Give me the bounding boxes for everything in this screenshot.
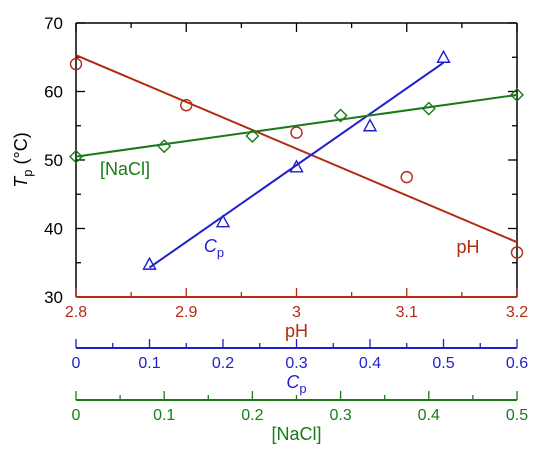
cp-fit-line bbox=[148, 61, 445, 269]
cp-tick-label: 0.1 bbox=[138, 355, 160, 372]
cp-point bbox=[362, 118, 378, 132]
nacl-tick-label: 0.5 bbox=[506, 407, 528, 424]
cp-tick-label: 0.3 bbox=[285, 355, 307, 372]
ph-fit-line bbox=[75, 54, 518, 244]
nacl-tick-label: 0.4 bbox=[418, 407, 440, 424]
y-tick-label: 70 bbox=[44, 14, 63, 33]
ph-point bbox=[69, 57, 83, 71]
cp-tick-label: 0.6 bbox=[506, 355, 528, 372]
cp-axis-title: Cp bbox=[286, 372, 306, 396]
nacl-point bbox=[245, 129, 260, 144]
nacl-tick-label: 0.2 bbox=[241, 407, 263, 424]
y-tick-label: 30 bbox=[44, 288, 63, 307]
nacl-point bbox=[333, 108, 348, 123]
ph-point bbox=[400, 170, 413, 184]
ph-axis-title: pH bbox=[285, 321, 308, 341]
ph-tick-label: 2.9 bbox=[175, 304, 197, 321]
cp-tick-label: 0.2 bbox=[212, 355, 234, 372]
nacl-axis-title: [NaCl] bbox=[271, 424, 321, 444]
cp-point bbox=[142, 256, 157, 270]
y-tick-label: 50 bbox=[44, 151, 63, 170]
cp-tick-label: 0.5 bbox=[432, 355, 454, 372]
nacl-tick-label: 0.3 bbox=[329, 407, 351, 424]
cp-tick-label: 0.4 bbox=[359, 355, 381, 372]
y-axis-title: Tp (°C) bbox=[11, 132, 35, 187]
ph-point bbox=[180, 98, 193, 112]
y-tick-label: 40 bbox=[44, 220, 63, 239]
cp-point bbox=[436, 49, 451, 63]
ph-tick-label: 3.1 bbox=[396, 304, 418, 321]
ph-tick-label: 3 bbox=[292, 304, 301, 321]
ph-series-label: pH bbox=[456, 237, 479, 257]
nacl-fit-line bbox=[75, 93, 518, 158]
cp-point bbox=[289, 159, 304, 173]
nacl-point bbox=[510, 87, 524, 102]
cp-tick-label: 0 bbox=[72, 355, 81, 372]
ph-point bbox=[510, 246, 524, 259]
nacl-series-label: [NaCl] bbox=[100, 159, 150, 179]
cp-point bbox=[215, 214, 231, 228]
nacl-point bbox=[421, 101, 436, 116]
ph-tick-label: 2.8 bbox=[65, 304, 87, 321]
nacl-tick-label: 0 bbox=[72, 407, 81, 424]
nacl-point bbox=[157, 139, 172, 154]
nacl-tick-label: 0.1 bbox=[153, 407, 175, 424]
ph-point bbox=[290, 126, 303, 139]
y-tick-label: 60 bbox=[44, 83, 63, 102]
ph-tick-label: 3.2 bbox=[506, 304, 528, 321]
nacl-point bbox=[69, 149, 83, 164]
cp-series-label: Cp bbox=[204, 236, 224, 260]
